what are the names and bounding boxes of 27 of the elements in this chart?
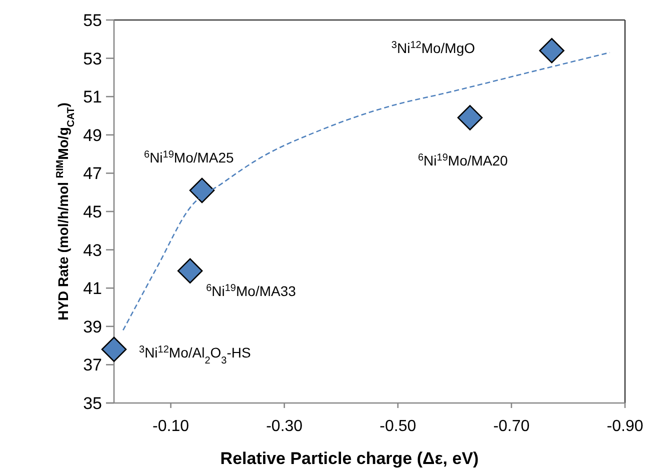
annotation: $^{6}$Ni$^{19}$Mo/MA20 — [418, 152, 508, 169]
annotation: $^{6}$Ni$^{19}$Mo/MA33 — [206, 282, 296, 299]
y-tick-label: 49 — [83, 126, 102, 145]
annotation: $^{6}$Ni$^{19}$Mo/MA25 — [144, 148, 234, 166]
point — [539, 38, 564, 64]
y-tick-label: 47 — [83, 164, 102, 184]
y-tick-label: 55 — [83, 10, 102, 30]
x-tick-label: -0.70 — [493, 418, 530, 435]
x-tick-label: -0.90 — [606, 418, 644, 435]
y-tick-label: 45 — [83, 202, 102, 222]
x-axis-title: Relative Particle charge (Δε, eV) — [220, 449, 479, 468]
x-tick-label: -0.10 — [152, 418, 190, 435]
x-tick-label: -0.30 — [266, 418, 303, 435]
y-tick-label: 51 — [83, 88, 102, 107]
y-tick-label: 39 — [83, 317, 102, 336]
point — [457, 105, 483, 130]
y-tick-label: 35 — [83, 394, 102, 413]
annotation: $^{3}$Ni$^{12}$Mo/Al$_{2}$O$_{3}$-HS — [139, 344, 251, 366]
y-tick-label: 43 — [83, 240, 102, 260]
point — [177, 258, 203, 284]
point — [189, 178, 215, 204]
y-tick-label: 41 — [83, 279, 102, 298]
y-tick-label: 37 — [83, 356, 102, 375]
x-tick-label: -0.50 — [380, 418, 416, 435]
annotation: $^{3}$Ni$^{12}$Mo/MgO — [391, 40, 476, 56]
y-tick-label: 53 — [83, 49, 102, 68]
point — [101, 336, 127, 362]
